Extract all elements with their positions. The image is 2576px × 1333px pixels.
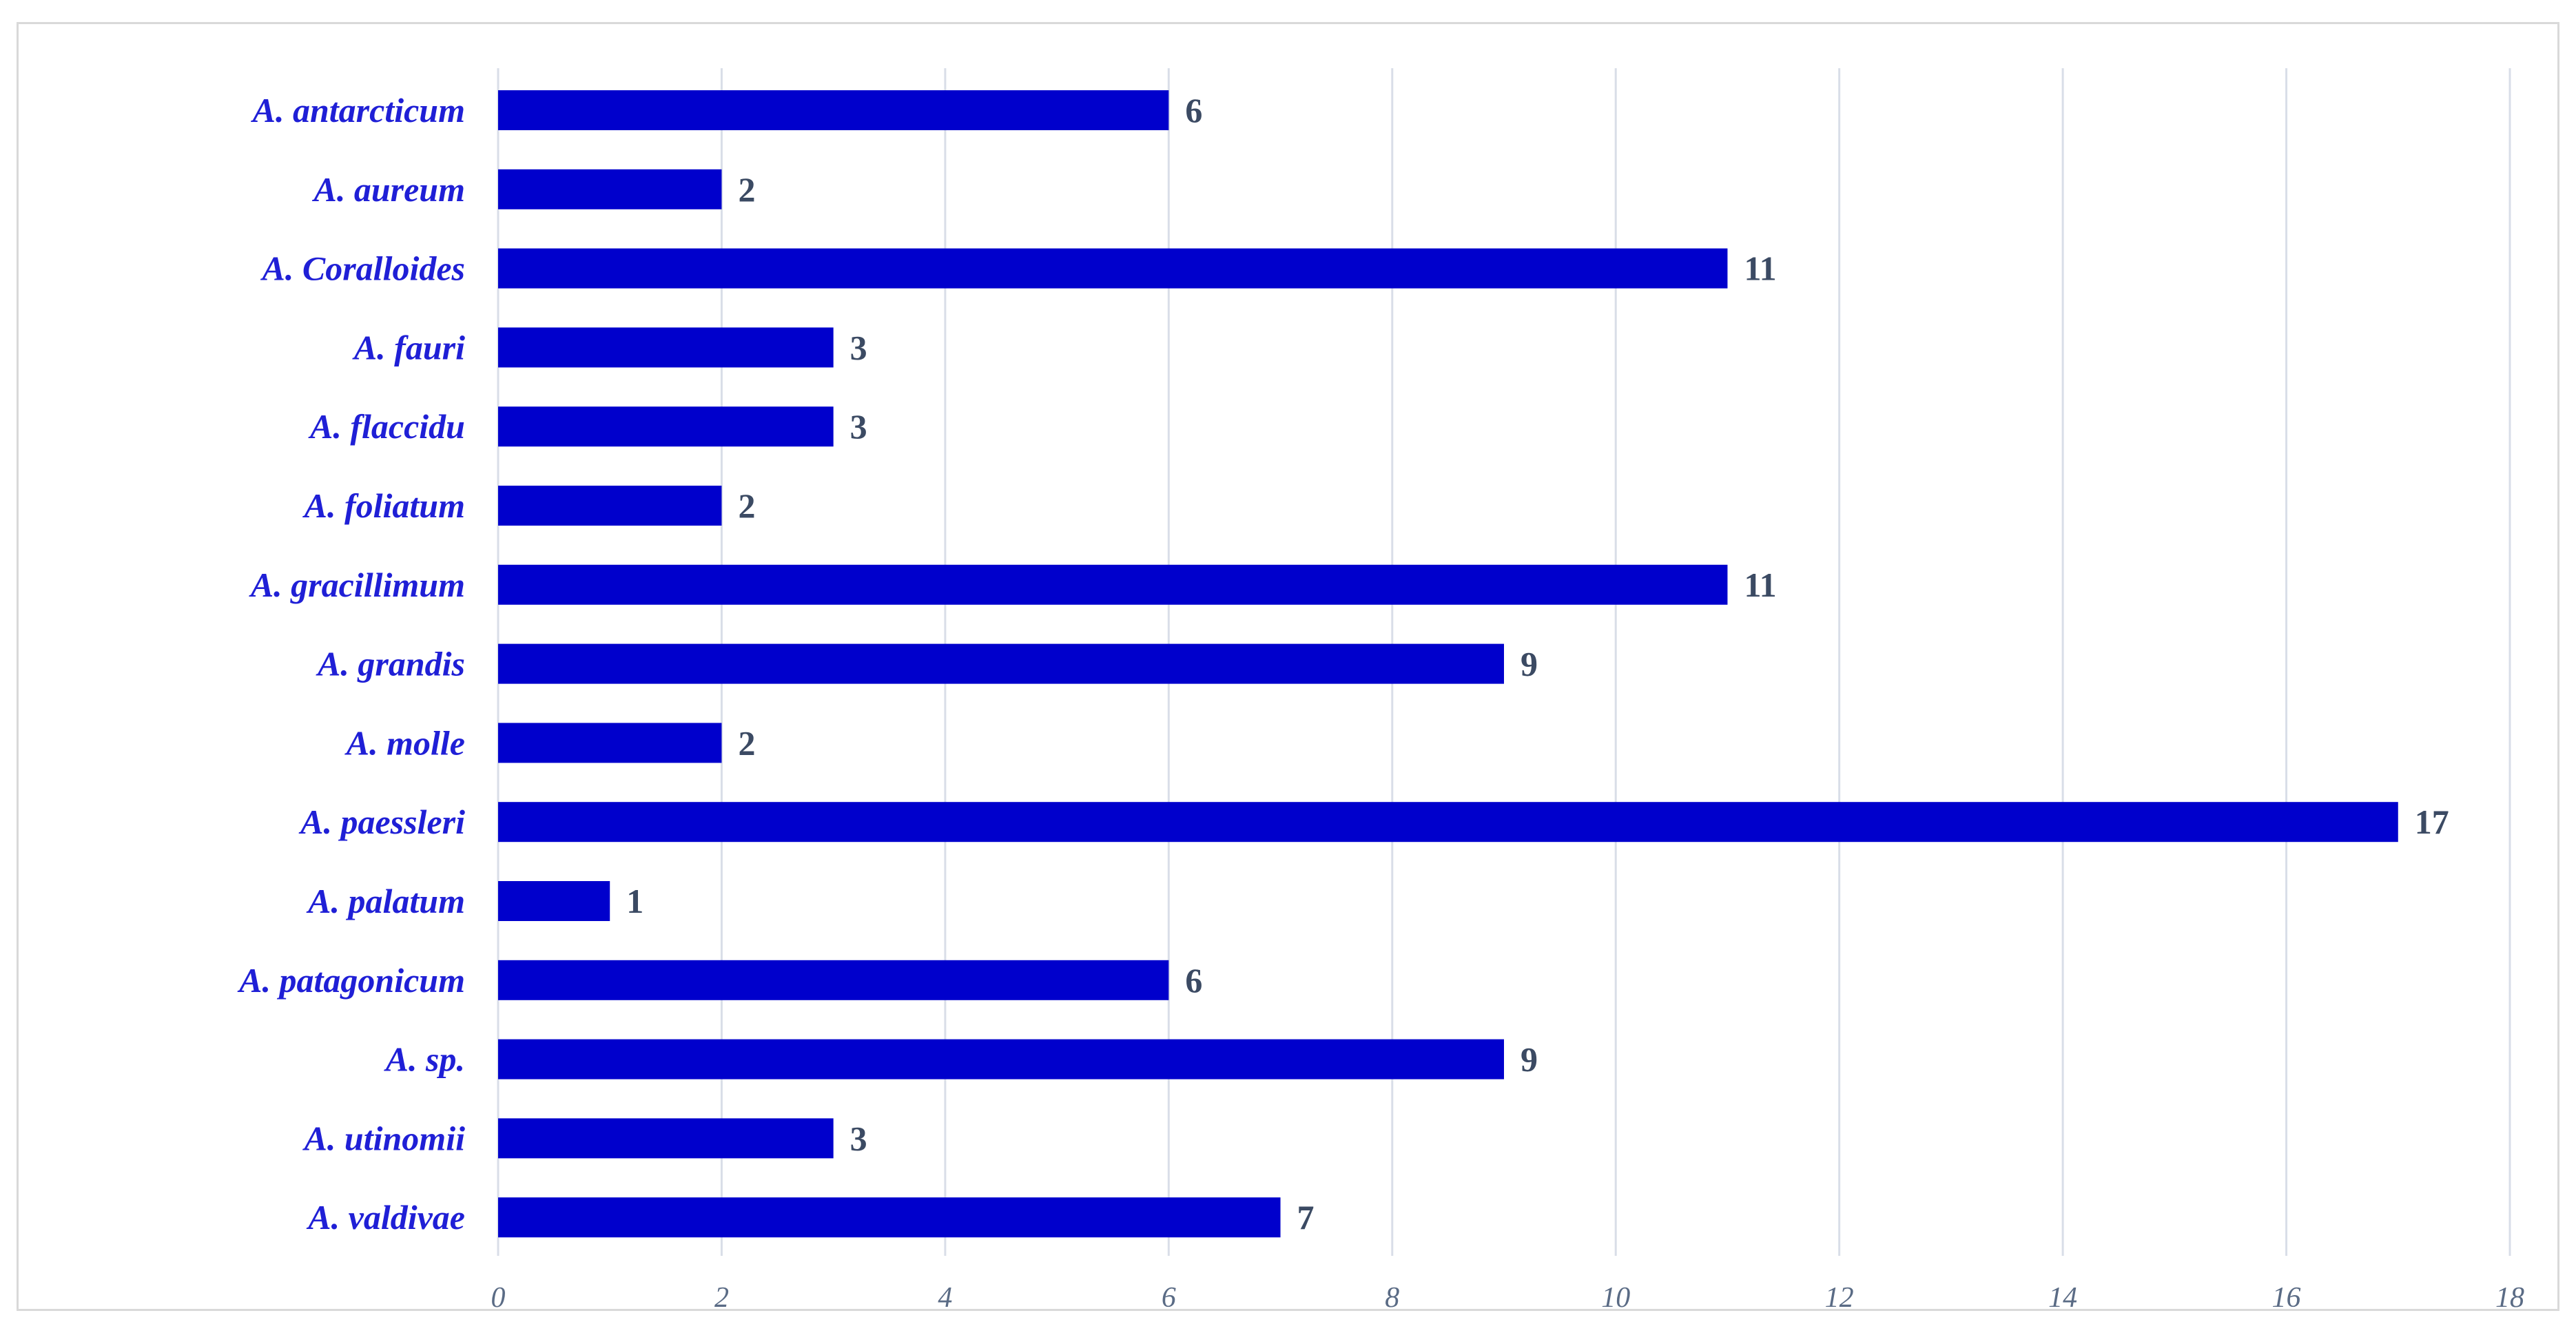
data-label: 2 [738, 170, 755, 209]
data-label: 11 [1744, 566, 1776, 604]
category-label: A. patagonicum [237, 961, 465, 1000]
x-tick-label: 2 [714, 1282, 729, 1313]
bar [498, 960, 1169, 1000]
bar [498, 327, 834, 368]
category-label: A. utinomii [302, 1119, 466, 1157]
x-tick-label: 4 [938, 1282, 952, 1313]
category-label: A. grandis [316, 645, 465, 683]
data-label: 7 [1297, 1198, 1315, 1237]
x-tick-label: 14 [2048, 1282, 2077, 1313]
bars [498, 90, 2398, 1238]
category-label: A. fauri [352, 328, 465, 366]
data-label: 2 [738, 486, 755, 525]
category-label: A. palatum [306, 882, 465, 920]
bar [498, 90, 1169, 130]
chart-frame: A. antarcticum A. aureum A. Coralloides A. … [17, 22, 2559, 1313]
bar [498, 486, 722, 526]
category-label: A. flaccidu [308, 407, 465, 446]
x-tick-label: 10 [1601, 1282, 1630, 1313]
category-label: A. paessleri [298, 803, 465, 841]
bar [498, 406, 834, 447]
x-tick-label: 16 [2272, 1282, 2301, 1313]
data-label: 6 [1185, 91, 1202, 130]
bar [498, 1039, 1504, 1079]
bar [498, 564, 1728, 605]
category-labels: A. antarcticum A. aureum A. Coralloides A. … [237, 91, 465, 1237]
x-tick-label: 18 [2495, 1282, 2524, 1313]
x-tick-label: 0 [491, 1282, 506, 1313]
bar [498, 169, 722, 209]
x-tick-label: 8 [1385, 1282, 1399, 1313]
bar-chart: A. antarcticum A. aureum A. Coralloides A. … [237, 68, 2525, 1313]
category-label: A. antarcticum [251, 91, 465, 130]
data-label: 9 [1521, 1040, 1538, 1079]
bar [498, 1197, 1281, 1238]
category-label: A. sp. [384, 1040, 465, 1079]
data-label: 1 [626, 882, 643, 920]
bar [498, 1118, 834, 1159]
bar [498, 643, 1504, 684]
x-tick-label: 12 [1825, 1282, 1854, 1313]
bar [498, 248, 1728, 289]
category-label: A. gracillimum [249, 566, 465, 604]
data-label: 3 [850, 328, 867, 366]
data-label: 9 [1521, 645, 1538, 683]
x-axis-tick-labels: 0 2 4 6 8 10 12 14 16 18 [491, 1282, 2525, 1313]
data-label: 17 [2415, 803, 2449, 841]
data-labels: 6 2 11 3 3 2 11 9 2 17 1 6 9 3 7 [626, 91, 2449, 1237]
data-label: 6 [1185, 961, 1202, 1000]
category-label: A. Coralloides [260, 249, 465, 288]
x-tick-label: 6 [1162, 1282, 1176, 1313]
category-label: A. aureum [311, 170, 465, 209]
category-label: A. valdivae [306, 1198, 465, 1237]
data-label: 2 [738, 723, 755, 762]
bar [498, 802, 2398, 843]
data-label: 3 [850, 1119, 867, 1157]
category-label: A. molle [344, 723, 465, 762]
bar [498, 723, 722, 763]
data-label: 3 [850, 407, 867, 446]
category-label: A. foliatum [302, 486, 465, 525]
data-label: 11 [1744, 249, 1776, 288]
bar [498, 881, 610, 921]
